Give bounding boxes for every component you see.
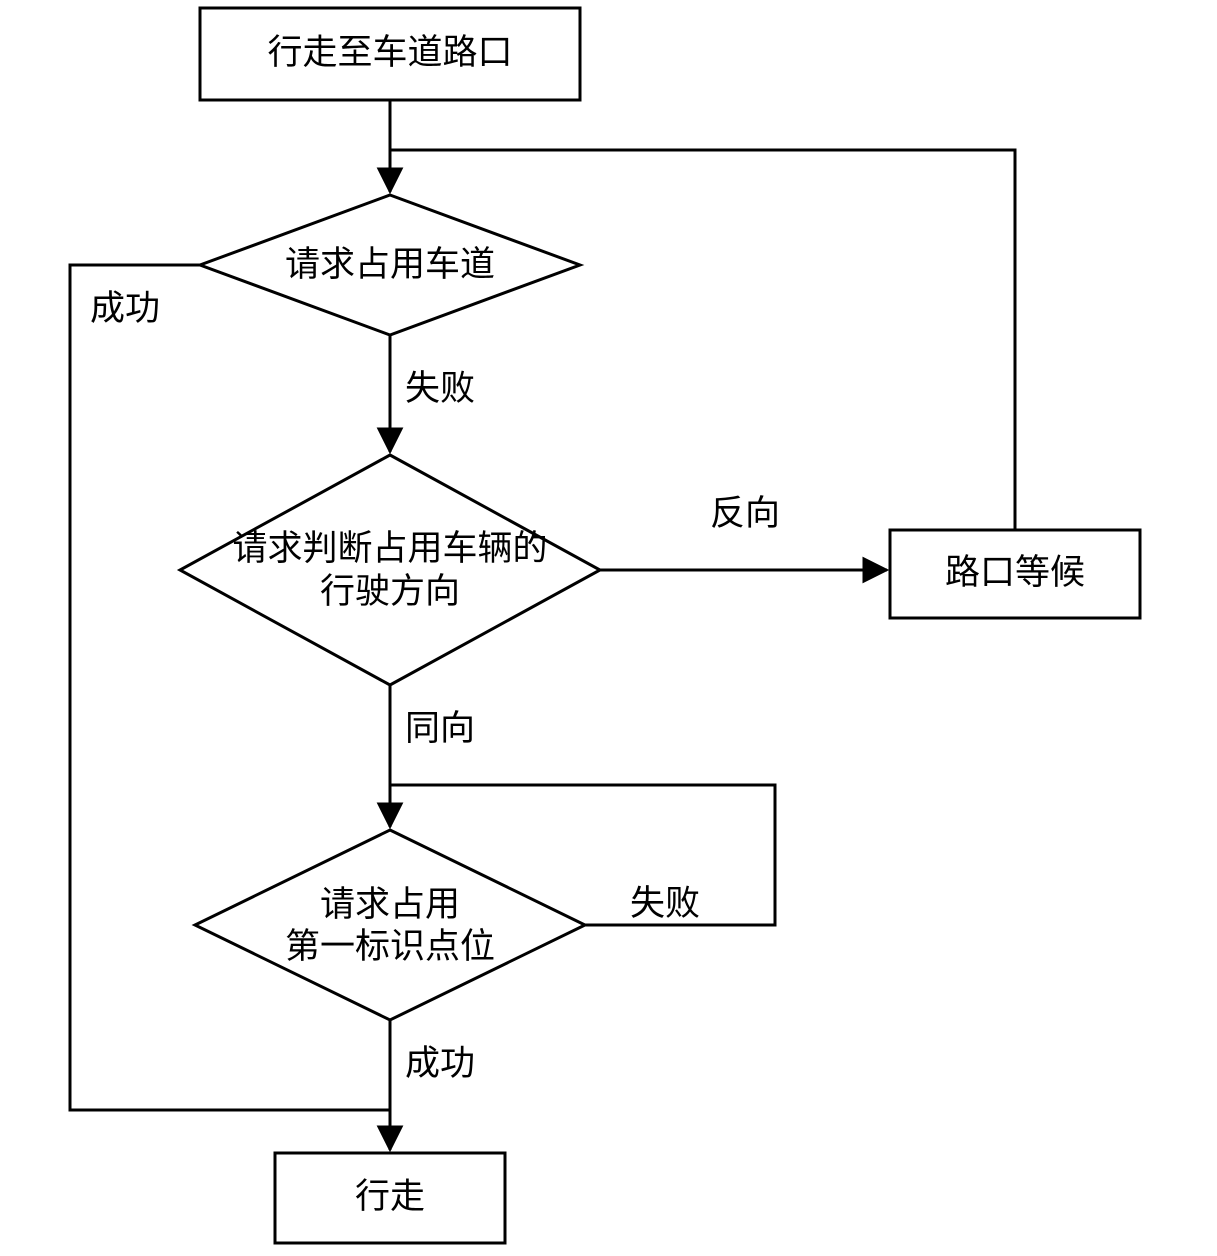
edge-d1-success-label: 成功 [90,289,160,328]
node-d1-label: 请求占用车道 [285,245,495,284]
node-start-label: 行走至车道路口 [267,33,512,72]
edge-d2-reverse-label: 反向 [710,494,780,533]
node-d2: 请求判断占用车辆的 行驶方向 [180,455,600,685]
node-d2-label-line2: 行驶方向 [320,572,460,611]
node-d3-label-line1: 请求占用 [320,885,460,924]
flowchart-canvas: 行走至车道路口 请求占用车道 成功 失败 请求判断占用车辆的 行驶方向 反向 路… [0,0,1217,1256]
edge-wait-back [390,150,1015,530]
edge-d3-success-label: 成功 [405,1044,475,1083]
node-wait: 路口等候 [890,530,1140,618]
node-d2-label-line1: 请求判断占用车辆的 [232,529,547,568]
node-wait-label: 路口等候 [945,553,1085,592]
edge-d2-reverse: 反向 [600,494,887,570]
edge-d2-same: 同向 [390,685,475,827]
node-d3-label-line2: 第一标识点位 [285,927,495,966]
node-end: 行走 [275,1153,505,1243]
node-start: 行走至车道路口 [200,8,580,100]
edge-d3-fail-label: 失败 [630,884,700,923]
node-d1: 请求占用车道 [200,195,580,335]
node-d3: 请求占用 第一标识点位 [195,830,585,1020]
edge-d2-same-label: 同向 [405,709,475,748]
node-end-label: 行走 [355,1177,425,1216]
edge-d1-fail-label: 失败 [405,369,475,408]
edge-d1-fail: 失败 [390,335,475,452]
edge-d3-success: 成功 [390,1020,475,1150]
